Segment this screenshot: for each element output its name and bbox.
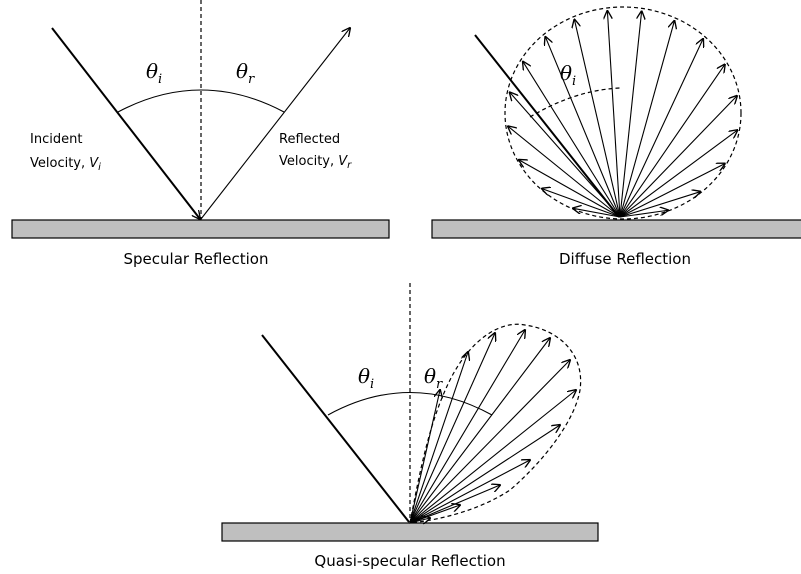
scattered-ray — [409, 352, 468, 524]
angle-label: θi — [560, 61, 576, 89]
reflected-label: Reflected — [279, 132, 340, 147]
reflected-ray — [200, 28, 350, 220]
incident-ray — [474, 34, 620, 218]
scattered-ray — [607, 11, 621, 218]
scattered-ray — [574, 20, 621, 218]
panel-title: Quasi-specular Reflection — [314, 552, 505, 570]
scattered-ray — [409, 425, 560, 524]
scattered-ray — [619, 210, 668, 218]
scattered-ray — [409, 518, 430, 523]
angle-label: θi — [358, 364, 374, 392]
angle-label: θi — [146, 59, 162, 87]
incident-ray — [51, 27, 200, 219]
angle-arc — [529, 87, 621, 118]
scattered-ray — [409, 460, 530, 524]
scattered-ray — [573, 208, 621, 218]
lobe-outline — [409, 323, 582, 524]
quasi-specular-panel: θi θr Quasi-specular Reflection — [221, 283, 599, 570]
scattered-ray — [523, 62, 621, 218]
distribution-outline — [504, 6, 742, 220]
scattered-ray — [508, 126, 621, 218]
scattered-ray — [409, 485, 500, 524]
angle-arc — [327, 391, 493, 416]
scattered-ray — [619, 39, 703, 218]
scattered-ray — [619, 192, 700, 218]
angle-label: θr — [236, 59, 255, 87]
diffuse-panel: θi Diffuse Reflection — [431, 6, 801, 268]
scattered-ray — [409, 390, 576, 524]
scattered-ray — [619, 11, 642, 218]
panel-title: Specular Reflection — [124, 250, 269, 268]
scattered-ray — [519, 160, 621, 218]
scattered-ray — [409, 505, 460, 524]
incident-ray — [261, 334, 410, 523]
scattered-ray — [409, 338, 550, 524]
panel-title: Diffuse Reflection — [559, 250, 691, 268]
reflected-label: Velocity, Vr — [279, 154, 352, 171]
surface — [11, 219, 390, 239]
angle-arc — [117, 89, 285, 113]
scattered-ray — [510, 92, 621, 218]
scattered-ray — [545, 37, 621, 218]
scattered-ray — [409, 390, 440, 524]
surface — [431, 219, 801, 239]
surface — [221, 522, 599, 542]
scattered-ray — [409, 360, 570, 524]
scattered-ray — [619, 96, 737, 218]
specular-panel: θi θr Incident Velocity, Vi Reflected Ve… — [11, 0, 390, 268]
scattered-ray — [619, 65, 725, 218]
angle-label: θr — [424, 364, 443, 392]
scattered-ray — [619, 21, 674, 218]
scattered-ray — [409, 333, 495, 524]
scattered-ray — [542, 189, 621, 218]
scattered-ray — [409, 330, 525, 524]
incident-label: Incident — [30, 132, 82, 147]
incident-label: Velocity, Vi — [30, 156, 101, 173]
scattered-ray — [619, 130, 737, 218]
scattered-ray — [619, 164, 725, 218]
